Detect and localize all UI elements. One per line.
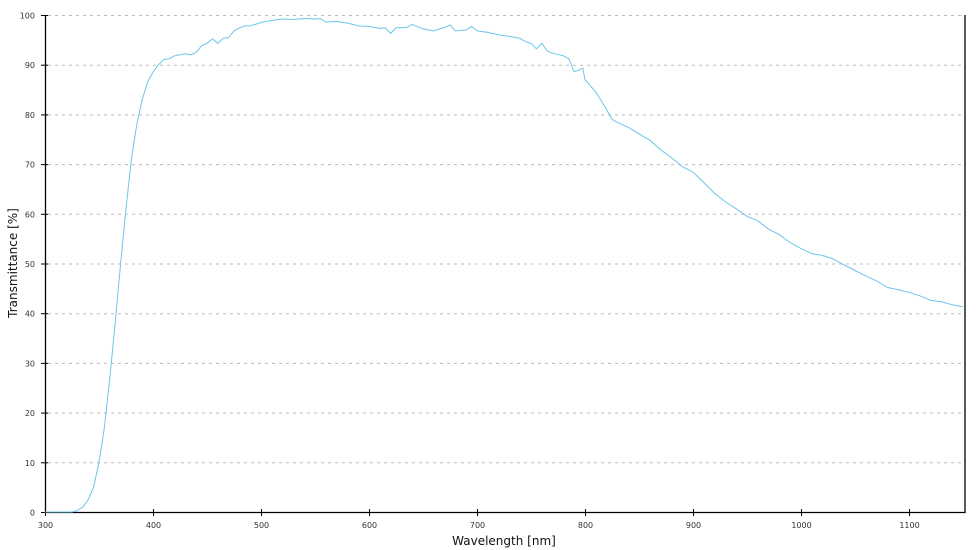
x-axis-title: Wavelength [nm] xyxy=(452,534,556,548)
transmittance-line xyxy=(45,17,964,513)
y-tick-label: 10 xyxy=(25,459,35,468)
x-tick-label: 1000 xyxy=(791,521,811,530)
y-tick-label: 60 xyxy=(25,210,35,219)
y-axis-title: Transmittance [%] xyxy=(6,208,20,319)
y-tick-label: 30 xyxy=(25,359,35,368)
series-layer xyxy=(45,17,964,513)
x-tick-label: 300 xyxy=(38,521,53,530)
x-tick-label: 700 xyxy=(470,521,485,530)
x-tick-label: 1100 xyxy=(899,521,919,530)
x-tick-label: 500 xyxy=(254,521,269,530)
y-tick-label: 0 xyxy=(30,509,35,518)
y-tick-label: 20 xyxy=(25,409,35,418)
y-tick-label: 90 xyxy=(25,61,35,70)
x-tick-label: 600 xyxy=(362,521,377,530)
x-tick-label: 400 xyxy=(146,521,161,530)
x-tick-label: 800 xyxy=(578,521,593,530)
gridlines xyxy=(48,15,963,464)
ticks: 0 10 20 30 40 50 60 70 80 90 100 300 400 500 600 700 800… xyxy=(20,12,920,531)
y-tick-label: 50 xyxy=(25,260,35,269)
y-tick-label: 70 xyxy=(25,161,35,170)
y-tick-label: 40 xyxy=(25,310,35,319)
x-tick-label: 900 xyxy=(686,521,701,530)
y-tick-label: 100 xyxy=(20,12,35,21)
y-tick-label: 80 xyxy=(25,111,35,120)
